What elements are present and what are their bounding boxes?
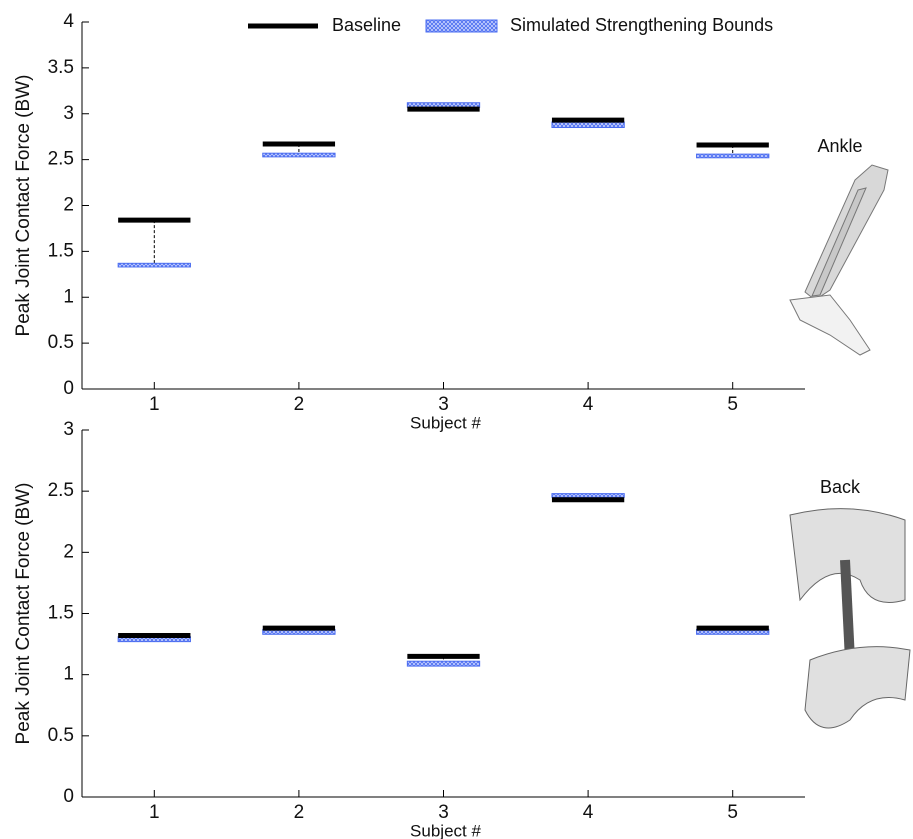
x-tick-label: 5 (727, 394, 738, 415)
y-tick-label: 2 (63, 541, 74, 562)
y-tick-label: 4 (63, 11, 74, 32)
y-tick-label: 0 (63, 378, 74, 399)
x-tick-label: 3 (438, 394, 449, 415)
y-tick-label: 1.5 (48, 603, 74, 624)
y-tick-label: 1 (63, 664, 74, 685)
bound-box (551, 121, 625, 129)
x-tick-label: 3 (438, 802, 449, 823)
x-tick-label: 4 (583, 394, 594, 415)
y-tick-label: 0.5 (48, 332, 74, 353)
legend-label: Simulated Strengthening Bounds (510, 15, 773, 35)
annotation: Back (820, 477, 861, 497)
x-tick-label: 1 (149, 394, 160, 415)
x-tick-label: 5 (727, 802, 738, 823)
bound-box (406, 102, 481, 108)
bound-box (551, 493, 625, 498)
y-tick-label: 3 (63, 419, 74, 440)
y-tick-label: 2.5 (48, 480, 74, 501)
y-tick-label: 2.5 (48, 149, 74, 170)
y-tick-label: 0 (63, 786, 74, 807)
y-tick-label: 3 (63, 103, 74, 124)
x-axis-label: Subject # (410, 413, 481, 432)
y-tick-label: 1.5 (48, 240, 74, 261)
back-illustration (789, 508, 911, 729)
legend-label: Baseline (332, 15, 401, 35)
annotation: Ankle (817, 136, 862, 156)
y-tick-label: 0.5 (48, 725, 74, 746)
x-axis-label: Subject # (410, 821, 481, 839)
y-tick-label: 3.5 (48, 57, 74, 78)
x-tick-label: 4 (583, 802, 594, 823)
y-tick-label: 1 (63, 286, 74, 307)
bound-box (117, 262, 191, 268)
bound-box (696, 153, 770, 159)
x-tick-label: 2 (294, 394, 305, 415)
y-axis-label: Peak Joint Contact Force (BW) (13, 483, 34, 745)
bound-box (262, 152, 336, 158)
legend-swatch (425, 19, 498, 33)
x-tick-label: 2 (294, 802, 305, 823)
ankle-illustration (789, 164, 889, 356)
y-tick-label: 2 (63, 195, 74, 216)
y-axis-label: Peak Joint Contact Force (BW) (13, 75, 34, 337)
x-tick-label: 1 (149, 802, 160, 823)
bound-box (406, 660, 481, 667)
